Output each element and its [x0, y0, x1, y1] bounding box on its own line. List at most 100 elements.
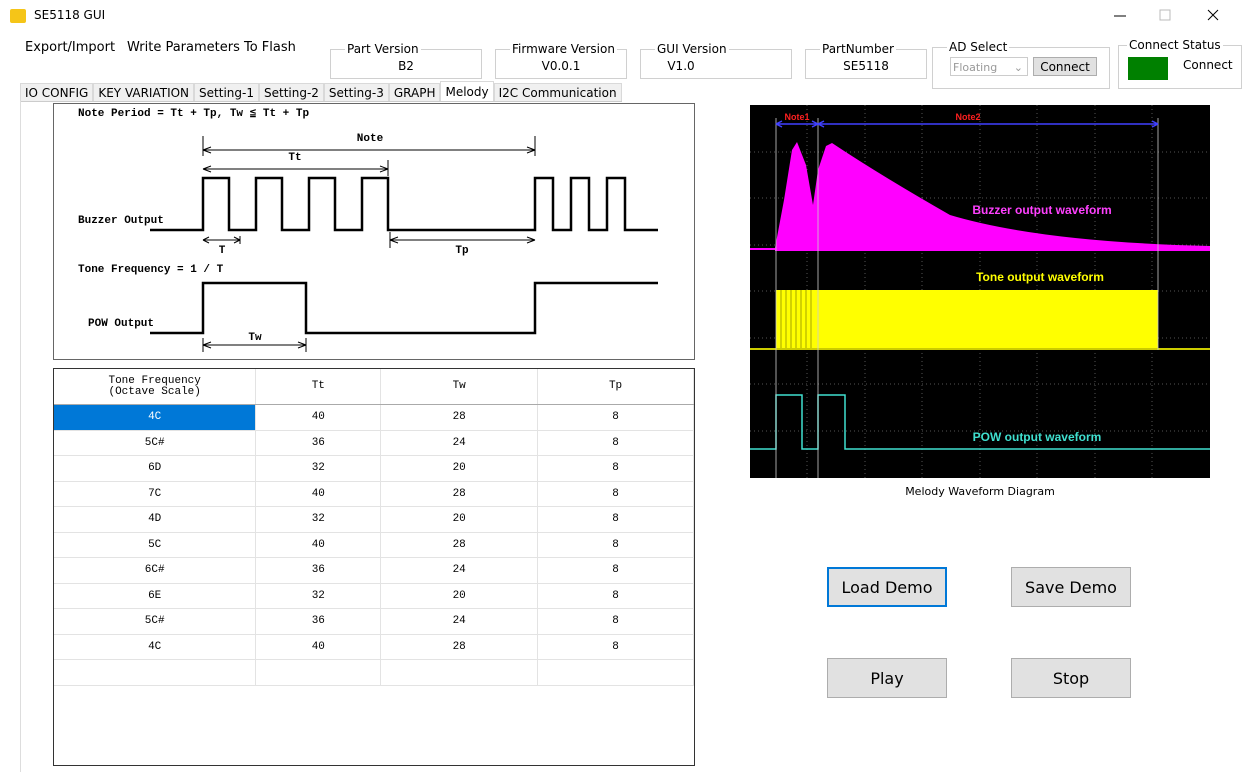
column-header: Tt [256, 369, 381, 405]
group-box: PartNumber SE5118 [805, 49, 927, 79]
column-header: Tone Frequency (Octave Scale) [54, 369, 256, 405]
table-cell: 40 [256, 405, 381, 431]
group-label: Connect Status [1127, 38, 1223, 52]
table-cell: 36 [256, 609, 381, 635]
scope-label: Buzzer output waveform [972, 203, 1111, 217]
table-cell: 28 [381, 405, 538, 431]
timing-diagram: Note Period = Tt + Tp, Tw ≦ Tt + Tp Note… [53, 103, 695, 360]
tab[interactable]: IO CONFIG [20, 83, 93, 101]
diagram-text: Note Period = Tt + Tp, Tw ≦ Tt + Tp [78, 108, 309, 120]
combo-box[interactable]: Floating⌄ [950, 57, 1028, 76]
diagram-text: T [219, 245, 226, 257]
table-cell: 8 [538, 583, 694, 609]
table-cell: 7C [54, 481, 256, 507]
table-cell: 24 [381, 430, 538, 456]
diagram-text: Note [357, 133, 384, 145]
table-cell: 8 [538, 405, 694, 431]
table-cell: 4D [54, 507, 256, 533]
table-cell: 40 [256, 634, 381, 660]
group-value: B2 [331, 59, 481, 73]
table-cell: 24 [381, 558, 538, 584]
diagram-text: POW Output [88, 318, 154, 330]
table-cell [381, 660, 538, 686]
window-controls[interactable] [1100, 0, 1252, 30]
group-box: Connect Status Connect [1118, 45, 1242, 89]
table-cell: 40 [256, 481, 381, 507]
tab[interactable]: Setting-1 [194, 83, 259, 101]
tab[interactable]: Melody [440, 81, 493, 101]
scope-label: Note2 [955, 112, 980, 122]
table-cell: 8 [538, 507, 694, 533]
table-cell: 32 [256, 583, 381, 609]
tab[interactable]: Setting-3 [324, 83, 389, 101]
table-cell: 32 [256, 456, 381, 482]
scope-image: Note1 Note2 Buzzer output waveform Tone … [750, 105, 1210, 478]
menu-item[interactable]: Export/Import [25, 40, 115, 55]
table-cell: 5C [54, 532, 256, 558]
status-indicator [1128, 57, 1168, 80]
table-cell: 28 [381, 634, 538, 660]
scope-caption: Melody Waveform Diagram [880, 485, 1080, 498]
stop-button[interactable]: Stop [1011, 658, 1131, 698]
table-cell: 8 [538, 634, 694, 660]
table-cell: 32 [256, 507, 381, 533]
table-cell: 8 [538, 558, 694, 584]
panel-border [20, 101, 21, 772]
app-icon [10, 9, 26, 23]
connect-button[interactable]: Connect [1033, 57, 1097, 76]
table-cell: 40 [256, 532, 381, 558]
table-cell: 8 [538, 456, 694, 482]
table-cell: 5C# [54, 609, 256, 635]
group-box: GUI Version V1.0 [640, 49, 792, 79]
table-cell: 6C# [54, 558, 256, 584]
group-box: Part Version B2 [330, 49, 482, 79]
group-label: Firmware Version [510, 42, 617, 56]
empty-row [54, 660, 694, 686]
table-cell: 8 [538, 609, 694, 635]
diagram-text: Tone Frequency = 1 / T [78, 264, 224, 276]
group-label: AD Select [947, 40, 1009, 54]
table-cell [538, 660, 694, 686]
group-box: Firmware Version V0.0.1 [495, 49, 627, 79]
status-text: Connect [1183, 58, 1233, 72]
tab[interactable]: KEY VARIATION [93, 83, 194, 101]
save-demo-button[interactable]: Save Demo [1011, 567, 1131, 607]
app-window: SE5118 GUI Export/Import Write Parameter… [0, 0, 1252, 772]
table-cell: 36 [256, 430, 381, 456]
table-cell: 4C [54, 405, 256, 431]
diagram-text: Tp [455, 245, 469, 257]
table-cell: 4C [54, 634, 256, 660]
tab[interactable]: GRAPH [389, 83, 441, 101]
table-cell: 20 [381, 583, 538, 609]
combo-value: Floating [953, 61, 997, 74]
table-cell: 36 [256, 558, 381, 584]
tab[interactable]: Setting-2 [259, 83, 324, 101]
diagram-text: Buzzer Output [78, 215, 164, 227]
load-demo-button[interactable]: Load Demo [827, 567, 947, 607]
scope-label: Note1 [784, 112, 809, 122]
menu-item[interactable]: Write Parameters To Flash [127, 40, 296, 55]
column-header: Tp [538, 369, 694, 405]
table-cell: 20 [381, 456, 538, 482]
play-button[interactable]: Play [827, 658, 947, 698]
diagram-text: Tt [288, 152, 301, 164]
column-header: Tw [381, 369, 538, 405]
tab[interactable]: I2C Communication [494, 83, 622, 101]
table-cell: 28 [381, 481, 538, 507]
table-cell: 6E [54, 583, 256, 609]
group-value: V0.0.1 [496, 59, 626, 73]
diagram-text: Tw [248, 332, 262, 344]
group-value: SE5118 [806, 59, 926, 73]
group-label: Part Version [345, 42, 421, 56]
